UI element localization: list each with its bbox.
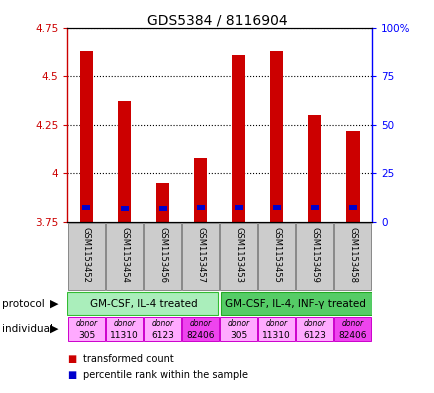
Bar: [118, 101, 131, 222]
Text: GSM1153453: GSM1153453: [233, 227, 243, 283]
Text: donor: donor: [227, 319, 249, 328]
Bar: [348, 205, 356, 210]
Bar: [194, 158, 207, 222]
Bar: [270, 51, 283, 222]
Bar: [182, 223, 219, 290]
Text: 82406: 82406: [338, 331, 366, 340]
Bar: [310, 205, 318, 210]
Bar: [144, 223, 181, 290]
Text: donor: donor: [151, 319, 173, 328]
Bar: [334, 223, 371, 290]
Text: GSM1153452: GSM1153452: [82, 227, 91, 283]
Bar: [234, 205, 242, 210]
Text: GSM1153454: GSM1153454: [120, 227, 129, 283]
Text: GSM1153455: GSM1153455: [272, 227, 281, 283]
Text: 82406: 82406: [186, 331, 214, 340]
Text: GSM1153458: GSM1153458: [348, 227, 357, 283]
Bar: [307, 115, 321, 222]
Bar: [82, 205, 90, 210]
Text: ■: ■: [67, 370, 76, 380]
Bar: [272, 205, 280, 210]
Bar: [67, 292, 218, 315]
Text: individual: individual: [2, 324, 53, 334]
Text: percentile rank within the sample: percentile rank within the sample: [82, 370, 247, 380]
Text: 6123: 6123: [151, 331, 174, 340]
Text: 305: 305: [78, 331, 95, 340]
Bar: [296, 318, 332, 341]
Bar: [106, 318, 143, 341]
Bar: [231, 55, 245, 222]
Bar: [68, 318, 105, 341]
Bar: [120, 206, 128, 211]
Text: GDS5384 / 8116904: GDS5384 / 8116904: [147, 14, 287, 28]
Bar: [106, 223, 143, 290]
Text: 11310: 11310: [110, 331, 138, 340]
Text: GM-CSF, IL-4, INF-γ treated: GM-CSF, IL-4, INF-γ treated: [225, 299, 365, 309]
Bar: [182, 318, 219, 341]
Text: ■: ■: [67, 354, 76, 364]
Text: 11310: 11310: [262, 331, 290, 340]
Text: 305: 305: [230, 331, 247, 340]
Text: GSM1153457: GSM1153457: [196, 227, 205, 283]
Text: GSM1153456: GSM1153456: [158, 227, 167, 283]
Bar: [258, 223, 295, 290]
Text: transformed count: transformed count: [82, 354, 173, 364]
Text: protocol: protocol: [2, 299, 45, 309]
Bar: [221, 292, 371, 315]
Text: ▶: ▶: [50, 299, 59, 309]
Bar: [196, 205, 204, 210]
Text: donor: donor: [75, 319, 97, 328]
Bar: [155, 183, 169, 222]
Text: donor: donor: [113, 319, 135, 328]
Bar: [220, 318, 256, 341]
Text: 6123: 6123: [302, 331, 326, 340]
Text: GM-CSF, IL-4 treated: GM-CSF, IL-4 treated: [89, 299, 197, 309]
Text: ▶: ▶: [50, 324, 59, 334]
Bar: [144, 318, 181, 341]
Text: donor: donor: [303, 319, 325, 328]
Bar: [79, 51, 93, 222]
Bar: [158, 206, 166, 211]
Bar: [258, 318, 295, 341]
Bar: [68, 223, 105, 290]
Text: donor: donor: [341, 319, 363, 328]
Bar: [296, 223, 332, 290]
Text: GSM1153459: GSM1153459: [309, 227, 319, 283]
Bar: [334, 318, 371, 341]
Bar: [345, 130, 359, 222]
Bar: [220, 223, 256, 290]
Text: donor: donor: [189, 319, 211, 328]
Text: donor: donor: [265, 319, 287, 328]
